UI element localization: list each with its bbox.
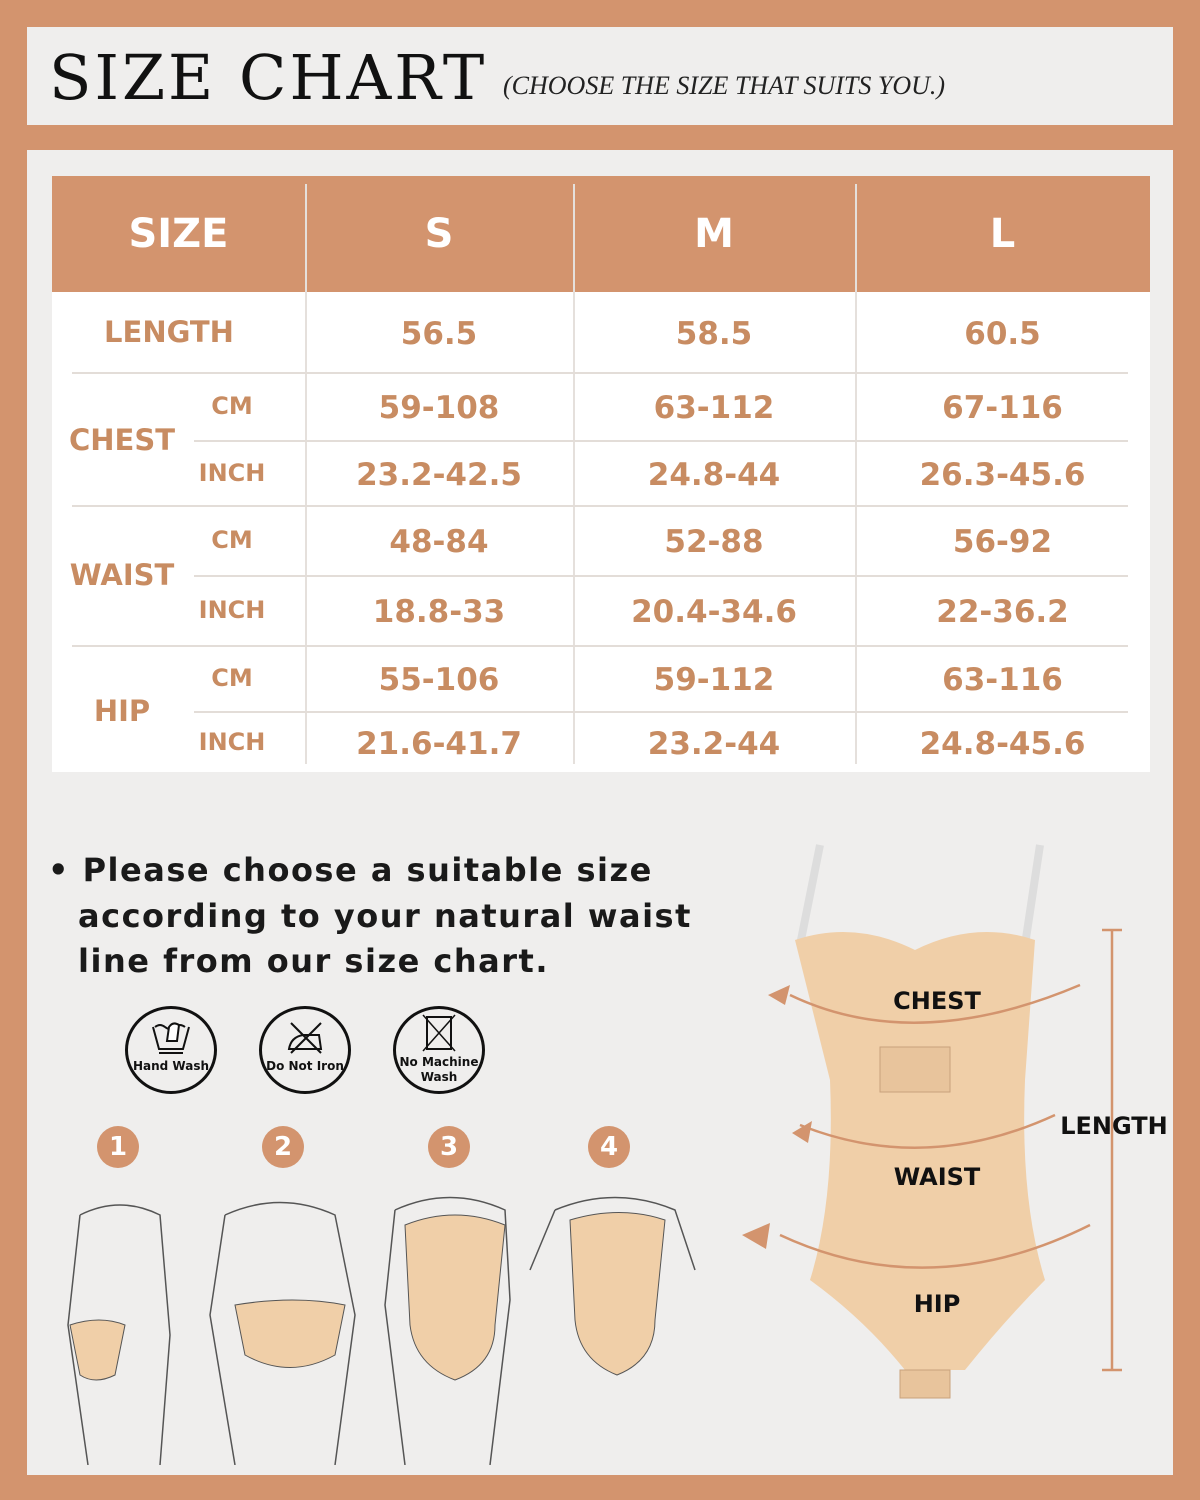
table-cell: 21.6-41.7 — [356, 725, 522, 762]
table-cell: 18.8-33 — [372, 594, 506, 630]
step-number: 2 — [262, 1126, 304, 1168]
table-cell: 23.2-42.5 — [356, 456, 522, 493]
unit-label: CM — [211, 664, 253, 692]
table-cell: 22-36.2 — [936, 594, 1069, 630]
size-table: SIZE S M L LENGTH 56.5 58.5 60.5 CHEST CM 59-1… — [52, 176, 1150, 772]
table-cell: 23.2-44 — [647, 725, 781, 762]
row-label: WAIST — [69, 558, 175, 592]
row-divider — [194, 440, 1128, 442]
column-divider — [573, 184, 575, 764]
hip-label: HIP — [913, 1290, 961, 1318]
table-cell: 67-116 — [942, 390, 1063, 426]
row-label: CHEST — [68, 423, 176, 457]
table-cell: 58.5 — [675, 316, 753, 352]
column-header-m: M — [694, 211, 734, 257]
table-cell: 63-112 — [653, 390, 775, 426]
row-label: LENGTH — [104, 315, 234, 349]
table-cell: 20.4-34.6 — [631, 594, 797, 630]
care-no-machine-wash: No Machine Wash — [393, 1006, 485, 1094]
no-machine-wash-icon — [422, 1014, 456, 1052]
step-number: 3 — [428, 1126, 470, 1168]
waist-label: WAIST — [893, 1163, 981, 1191]
table-cell: 24.8-45.6 — [919, 725, 1086, 762]
table-cell: 60.5 — [964, 316, 1041, 352]
column-divider — [305, 184, 307, 764]
wearing-steps-illustration — [67, 1196, 696, 1465]
care-label: No Machine Wash — [399, 1055, 479, 1084]
do-not-iron-icon — [287, 1022, 323, 1054]
header-panel: SIZE CHART (CHOOSE THE SIZE THAT SUITS Y… — [27, 27, 1173, 125]
column-divider — [855, 184, 857, 764]
table-cell: 56-92 — [952, 524, 1053, 560]
care-do-not-iron: Do Not Iron — [259, 1006, 351, 1094]
hand-wash-icon — [152, 1022, 190, 1054]
table-cell: 59-112 — [653, 662, 775, 698]
table-cell: 26.3-45.6 — [919, 456, 1086, 493]
unit-label: INCH — [198, 727, 266, 756]
row-divider — [194, 711, 1128, 713]
care-hand-wash: Hand Wash — [125, 1006, 217, 1094]
table-cell: 56.5 — [400, 316, 478, 352]
table-cell: 55-106 — [378, 662, 500, 698]
step-number: 4 — [588, 1126, 630, 1168]
chest-label: CHEST — [893, 987, 981, 1015]
note-line: Please choose a suitable size — [82, 851, 653, 889]
table-cell: 59-108 — [378, 390, 500, 426]
page-subtitle: (CHOOSE THE SIZE THAT SUITS YOU.) — [503, 71, 946, 100]
unit-label: CM — [211, 526, 253, 554]
table-cell: 52-88 — [664, 524, 764, 560]
column-header-size: SIZE — [128, 211, 229, 257]
page-title: SIZE CHART — [49, 41, 488, 114]
row-divider — [72, 645, 1128, 647]
table-header: SIZE S M L — [52, 176, 1150, 292]
step-number: 1 — [97, 1126, 139, 1168]
column-header-l: L — [989, 211, 1016, 257]
table-cell: 63-116 — [942, 662, 1063, 698]
row-divider — [72, 505, 1128, 507]
table-cell: 48-84 — [389, 524, 489, 560]
column-header-s: S — [424, 211, 454, 257]
bodysuit-illustration — [742, 844, 1122, 1399]
length-label: LENGTH — [1060, 1112, 1168, 1140]
unit-label: INCH — [198, 458, 266, 487]
row-divider — [194, 575, 1128, 577]
note-line: line from our size chart. — [78, 942, 549, 980]
size-note: • Please choose a suitable size accordin… — [48, 848, 692, 985]
unit-label: INCH — [198, 596, 266, 624]
row-label: HIP — [93, 694, 151, 728]
row-divider — [72, 372, 1128, 374]
care-label: Do Not Iron — [266, 1059, 344, 1073]
unit-label: CM — [211, 392, 253, 420]
bullet: • — [48, 851, 70, 889]
note-line: according to your natural waist — [78, 896, 692, 935]
care-label: Hand Wash — [132, 1059, 210, 1073]
table-cell: 24.8-44 — [647, 456, 781, 493]
